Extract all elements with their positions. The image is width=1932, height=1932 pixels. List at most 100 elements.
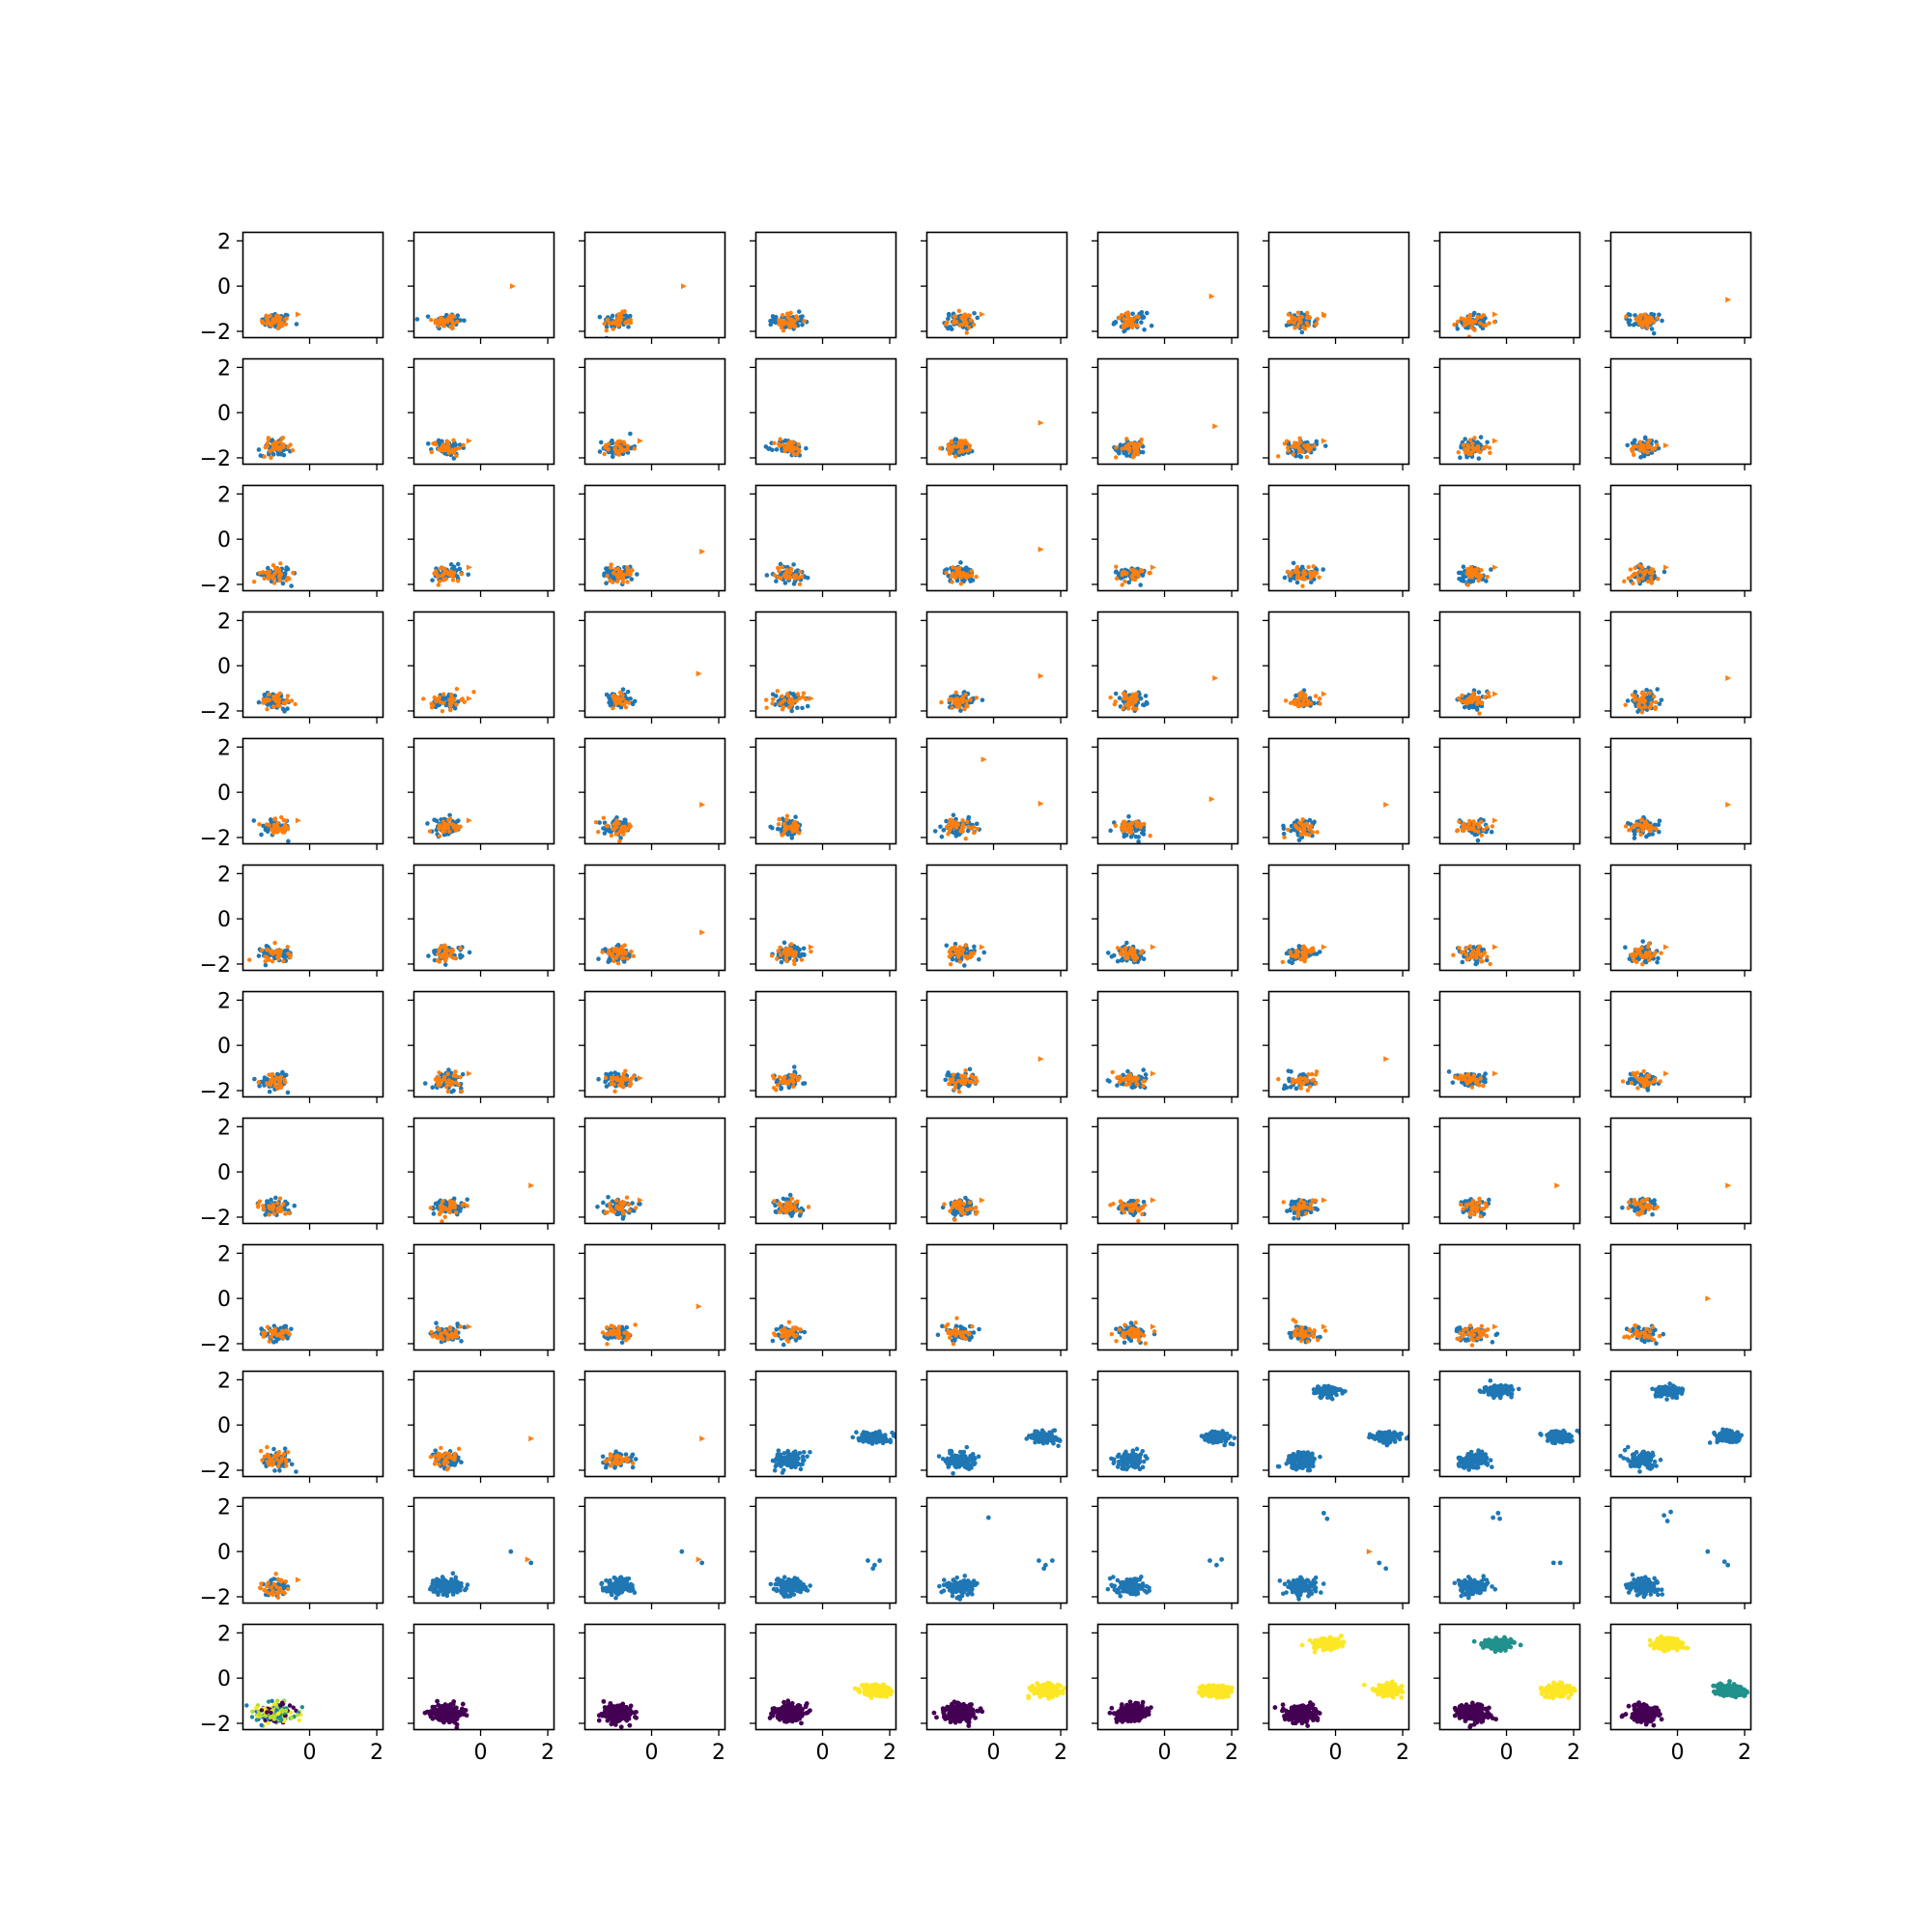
orange-point [969, 568, 974, 574]
panel-4-8 [1605, 737, 1752, 850]
orange-point [1630, 449, 1635, 454]
orange-point [276, 445, 281, 450]
blue-point [791, 562, 796, 567]
orange-point [1114, 564, 1119, 569]
orange-point [619, 951, 624, 956]
orange-point [437, 1082, 442, 1087]
blue-point [256, 953, 262, 958]
axes-frame [242, 737, 384, 845]
orange-point [1293, 952, 1298, 956]
orange-point [967, 443, 973, 448]
orange-point [958, 951, 963, 956]
orange-point [1646, 315, 1651, 320]
axes-frame [583, 611, 726, 719]
axes-frame [412, 737, 555, 845]
orange-point [1138, 951, 1144, 955]
blue-point [804, 445, 809, 451]
orange-point [1645, 945, 1651, 950]
blue-point [460, 1071, 466, 1077]
orange-point [438, 699, 443, 705]
panel-1-1 [408, 357, 555, 470]
orange-point [1294, 576, 1300, 581]
orange-point [1307, 824, 1312, 830]
panel-2-7 [1434, 484, 1581, 597]
orange-point [1313, 694, 1319, 698]
orange-outlier-point [1725, 675, 1732, 681]
orange-point [1470, 570, 1476, 576]
blue-point [430, 578, 435, 582]
blue-point [1623, 945, 1628, 950]
blue-point [446, 1067, 451, 1072]
orange-outlier-point [1150, 944, 1156, 951]
blue-point [1281, 823, 1286, 829]
orange-point [1299, 832, 1304, 837]
points [246, 940, 293, 968]
orange-point [1123, 323, 1128, 328]
orange-point [270, 441, 275, 447]
orange-point [452, 696, 457, 701]
orange-point [1649, 567, 1654, 572]
orange-point [1492, 320, 1497, 325]
blue-point [286, 838, 291, 844]
orange-point [1285, 445, 1291, 450]
orange-point [789, 942, 794, 947]
orange-point [781, 950, 787, 954]
orange-point [1300, 449, 1305, 454]
orange-point [611, 570, 616, 576]
orange-point [443, 319, 448, 325]
orange-point [763, 697, 769, 702]
points [1275, 436, 1328, 460]
points [938, 419, 1044, 459]
orange-point [1300, 583, 1305, 588]
orange-point [274, 1075, 279, 1081]
orange-outlier-point [1212, 423, 1219, 430]
orange-point [282, 1077, 287, 1083]
points [596, 1068, 643, 1094]
orange-point [621, 572, 627, 578]
orange-point [436, 1075, 440, 1080]
blue-point [958, 560, 963, 565]
orange-point [953, 820, 958, 825]
orange-point [277, 691, 283, 696]
orange-point [1131, 705, 1136, 711]
orange-point [1486, 691, 1491, 696]
blue-point [442, 962, 448, 967]
orange-point [1478, 321, 1483, 326]
y-tick-label: 2 [217, 863, 231, 887]
axes-frame [242, 611, 384, 719]
orange-point [450, 578, 456, 582]
orange-point [1127, 448, 1132, 454]
points [768, 813, 803, 840]
axes-frame [754, 611, 897, 719]
orange-point [803, 696, 809, 702]
orange-point [448, 707, 453, 712]
blue-point [975, 315, 980, 321]
orange-point [954, 566, 959, 571]
orange-point [451, 955, 456, 960]
orange-outlier-point [979, 944, 985, 951]
orange-point [264, 313, 269, 319]
points [604, 670, 702, 711]
orange-outlier-point [1662, 442, 1669, 449]
orange-point [1455, 828, 1461, 833]
orange-point [623, 705, 629, 710]
orange-point [1632, 957, 1636, 963]
orange-point [441, 1074, 447, 1080]
orange-point [448, 821, 454, 827]
orange-point [622, 943, 627, 948]
orange-point [1640, 691, 1646, 696]
orange-point [455, 579, 461, 583]
blue-point [1136, 835, 1141, 839]
orange-point [1123, 946, 1128, 951]
orange-point [1305, 310, 1310, 316]
orange-point [279, 320, 285, 326]
orange-point [1459, 950, 1464, 955]
y-tick-label: 0 [217, 402, 231, 426]
orange-point [1633, 571, 1637, 576]
orange-point [952, 454, 958, 459]
blue-point [944, 818, 949, 824]
orange-point [458, 946, 463, 951]
blue-point [795, 705, 800, 711]
orange-point [952, 444, 957, 449]
orange-point [625, 580, 630, 584]
